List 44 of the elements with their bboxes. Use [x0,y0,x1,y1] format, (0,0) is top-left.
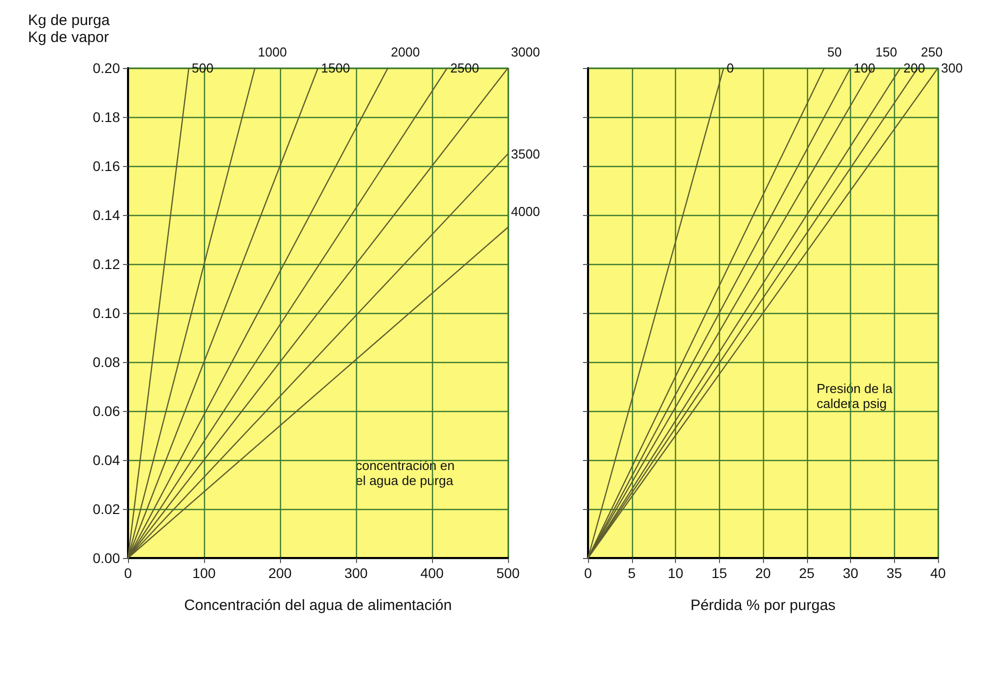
x-tick-label: 40 [930,565,946,581]
series-label: 500 [192,60,214,76]
x-tick-label: 400 [420,565,444,581]
series-label: 50 [827,44,842,60]
series-label: 1500 [321,60,350,76]
x-tick-label: 500 [496,565,520,581]
x-tick-label: 20 [755,565,771,581]
y-tick-label: 0.00 [92,550,120,566]
series-label: 3500 [511,146,540,162]
x-tick-label: 5 [628,565,636,581]
series-label: 250 [920,44,943,60]
y-axis-title: Kg de purga Kg de vapor [28,12,110,46]
y-tick-label: 0.10 [92,305,120,321]
y-tick-label: 0.16 [92,158,120,174]
x-tick-label: 15 [711,565,728,581]
y-tick-label: 0.14 [92,207,120,223]
series-label: 2500 [450,60,480,76]
x-tick-label: 25 [798,565,815,581]
y-tick-label: 0.04 [92,452,120,468]
series-label: 0 [726,60,734,76]
x-tick-label: 300 [344,565,368,581]
x-tick-label: 200 [268,565,292,581]
series-label: 200 [903,60,926,76]
x-tick-label: 0 [124,565,132,581]
x-tick-label: 0 [584,565,592,581]
y-tick-label: 0.12 [92,256,120,272]
y-tick-label: 0.02 [92,501,120,517]
y-tick-label: 0.20 [92,60,120,76]
series-label: 4000 [511,204,540,219]
y-tick-label: 0.18 [92,109,120,125]
x-axis-title: Concentración del agua de alimentación [184,597,452,614]
x-tick-label: 100 [192,565,216,581]
series-label: 100 [854,60,876,76]
series-label: 2000 [390,44,420,60]
y-tick-label: 0.08 [92,354,120,370]
series-label: 3000 [511,44,540,60]
x-tick-label: 10 [668,565,684,581]
series-label: 150 [875,44,898,60]
x-tick-label: 35 [886,565,902,581]
y-tick-label: 0.06 [92,403,120,419]
series-label: 1000 [258,44,287,60]
x-axis-title: Pérdida % por purgas [690,597,836,614]
series-label: 300 [941,60,963,76]
x-tick-label: 30 [842,565,858,581]
